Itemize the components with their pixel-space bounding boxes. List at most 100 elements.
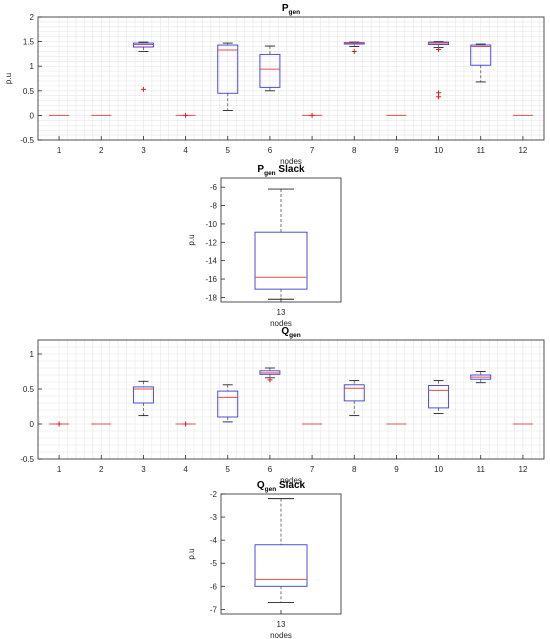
x-tick-label: 11 bbox=[477, 465, 486, 474]
y-tick-label: -16 bbox=[205, 275, 217, 284]
box-6 bbox=[259, 45, 281, 92]
title-rest: Slack bbox=[276, 164, 305, 175]
plot-area bbox=[221, 178, 341, 302]
axes-frame bbox=[37, 16, 545, 141]
x-tick-label: 5 bbox=[226, 465, 231, 474]
x-tick-label: 2 bbox=[99, 465, 104, 474]
y-tick-label: -2 bbox=[210, 490, 218, 499]
pgen-slack-chart: -18 -16 -14 -12 -10 -8 -6 13 nodes p.u Pgen Slack bbox=[187, 164, 342, 328]
outlier-marker bbox=[436, 94, 442, 100]
x-tick-label: 4 bbox=[183, 146, 188, 155]
y-tick-label: -6 bbox=[210, 582, 218, 591]
y-tick-label: -14 bbox=[205, 257, 217, 266]
box-1 bbox=[49, 421, 70, 427]
chart-title: Pgen bbox=[282, 3, 300, 16]
axes-frame bbox=[37, 339, 545, 460]
title-main: P bbox=[282, 3, 289, 14]
x-tick-label: 2 bbox=[99, 146, 104, 155]
x-tick-label: 9 bbox=[394, 146, 399, 155]
title-main: P bbox=[257, 164, 264, 175]
x-tick-label: 10 bbox=[434, 465, 443, 474]
outlier-marker bbox=[183, 112, 189, 118]
y-axis-label: p.u bbox=[4, 73, 13, 84]
x-tick-label: 13 bbox=[277, 308, 286, 317]
title-subscript: gen bbox=[264, 170, 276, 177]
box-10 bbox=[428, 41, 450, 100]
x-tick-label: 6 bbox=[268, 146, 273, 155]
x-tick-label: 12 bbox=[518, 146, 527, 155]
title-subscript: gen bbox=[265, 486, 277, 493]
box-13 bbox=[254, 188, 308, 300]
qgen-slack-chart: -7 -6 -5 -4 -3 -2 13 nodes p.u Qgen Slack bbox=[187, 480, 342, 639]
box-11 bbox=[470, 371, 492, 384]
chart-title: Pgen Slack bbox=[257, 164, 305, 177]
box-iqr bbox=[217, 44, 239, 94]
x-tick-label: 13 bbox=[277, 620, 286, 629]
y-tick-label: -0.5 bbox=[20, 455, 34, 464]
x-tick-label: 3 bbox=[141, 146, 146, 155]
y-tick-label: 1 bbox=[30, 350, 35, 359]
y-tick-label: 1.5 bbox=[23, 38, 35, 47]
x-axis-label: nodes bbox=[280, 476, 302, 485]
y-tick-label: -6 bbox=[210, 183, 218, 192]
chart-title: Qgen Slack bbox=[257, 480, 306, 493]
box-iqr bbox=[470, 44, 492, 66]
y-tick-label: -7 bbox=[210, 605, 218, 614]
box-13 bbox=[254, 498, 308, 603]
y-axis-label: p.u bbox=[187, 548, 196, 559]
y-tick-label: -3 bbox=[210, 513, 218, 522]
chart-title: Qgen bbox=[281, 326, 300, 339]
y-tick-label: 2 bbox=[30, 13, 35, 22]
box-3 bbox=[132, 41, 154, 92]
x-tick-label: 6 bbox=[268, 465, 273, 474]
box-4 bbox=[175, 421, 196, 427]
x-tick-label: 8 bbox=[352, 465, 357, 474]
box-4 bbox=[175, 112, 196, 118]
box-8 bbox=[343, 41, 365, 54]
x-axis-label: nodes bbox=[270, 631, 292, 639]
x-tick-label: 1 bbox=[57, 465, 62, 474]
plot-area bbox=[221, 494, 341, 614]
box-8 bbox=[343, 380, 365, 417]
y-tick-label: 1 bbox=[30, 62, 35, 71]
title-main: Q bbox=[257, 480, 265, 491]
box-iqr bbox=[343, 384, 365, 402]
box-5 bbox=[217, 42, 239, 111]
x-tick-label: 1 bbox=[57, 146, 62, 155]
outlier-marker bbox=[436, 46, 442, 52]
box-iqr bbox=[254, 544, 308, 587]
y-tick-label: 0 bbox=[30, 111, 35, 120]
title-rest: Slack bbox=[276, 480, 305, 491]
title-main: Q bbox=[281, 326, 289, 337]
x-tick-label: 3 bbox=[141, 465, 146, 474]
y-tick-label: -12 bbox=[205, 238, 217, 247]
x-tick-label: 4 bbox=[183, 465, 188, 474]
box-3 bbox=[132, 380, 154, 417]
y-tick-label: -0.5 bbox=[20, 136, 34, 145]
outlier-marker bbox=[351, 48, 357, 54]
y-tick-label: -5 bbox=[210, 559, 218, 568]
x-tick-label: 9 bbox=[394, 465, 399, 474]
y-tick-label: -8 bbox=[210, 202, 218, 211]
grid-lines bbox=[38, 16, 544, 141]
y-tick-label: -18 bbox=[205, 293, 217, 302]
y-tick-label: 0.5 bbox=[23, 385, 35, 394]
title-subscript: gen bbox=[289, 332, 301, 339]
x-axis-label: nodes bbox=[280, 157, 302, 166]
x-tick-label: 12 bbox=[518, 465, 527, 474]
outlier-marker bbox=[267, 377, 273, 383]
x-tick-label: 7 bbox=[310, 465, 315, 474]
x-tick-label: 10 bbox=[434, 146, 443, 155]
x-tick-label: 11 bbox=[477, 146, 486, 155]
x-tick-label: 8 bbox=[352, 146, 357, 155]
x-tick-label: 5 bbox=[226, 146, 231, 155]
x-axis-label: nodes bbox=[270, 319, 292, 328]
plot-area bbox=[38, 17, 544, 140]
box-5 bbox=[217, 384, 239, 423]
y-tick-label: 0 bbox=[30, 420, 35, 429]
x-tick-label: 7 bbox=[310, 146, 315, 155]
box-iqr bbox=[428, 385, 450, 409]
